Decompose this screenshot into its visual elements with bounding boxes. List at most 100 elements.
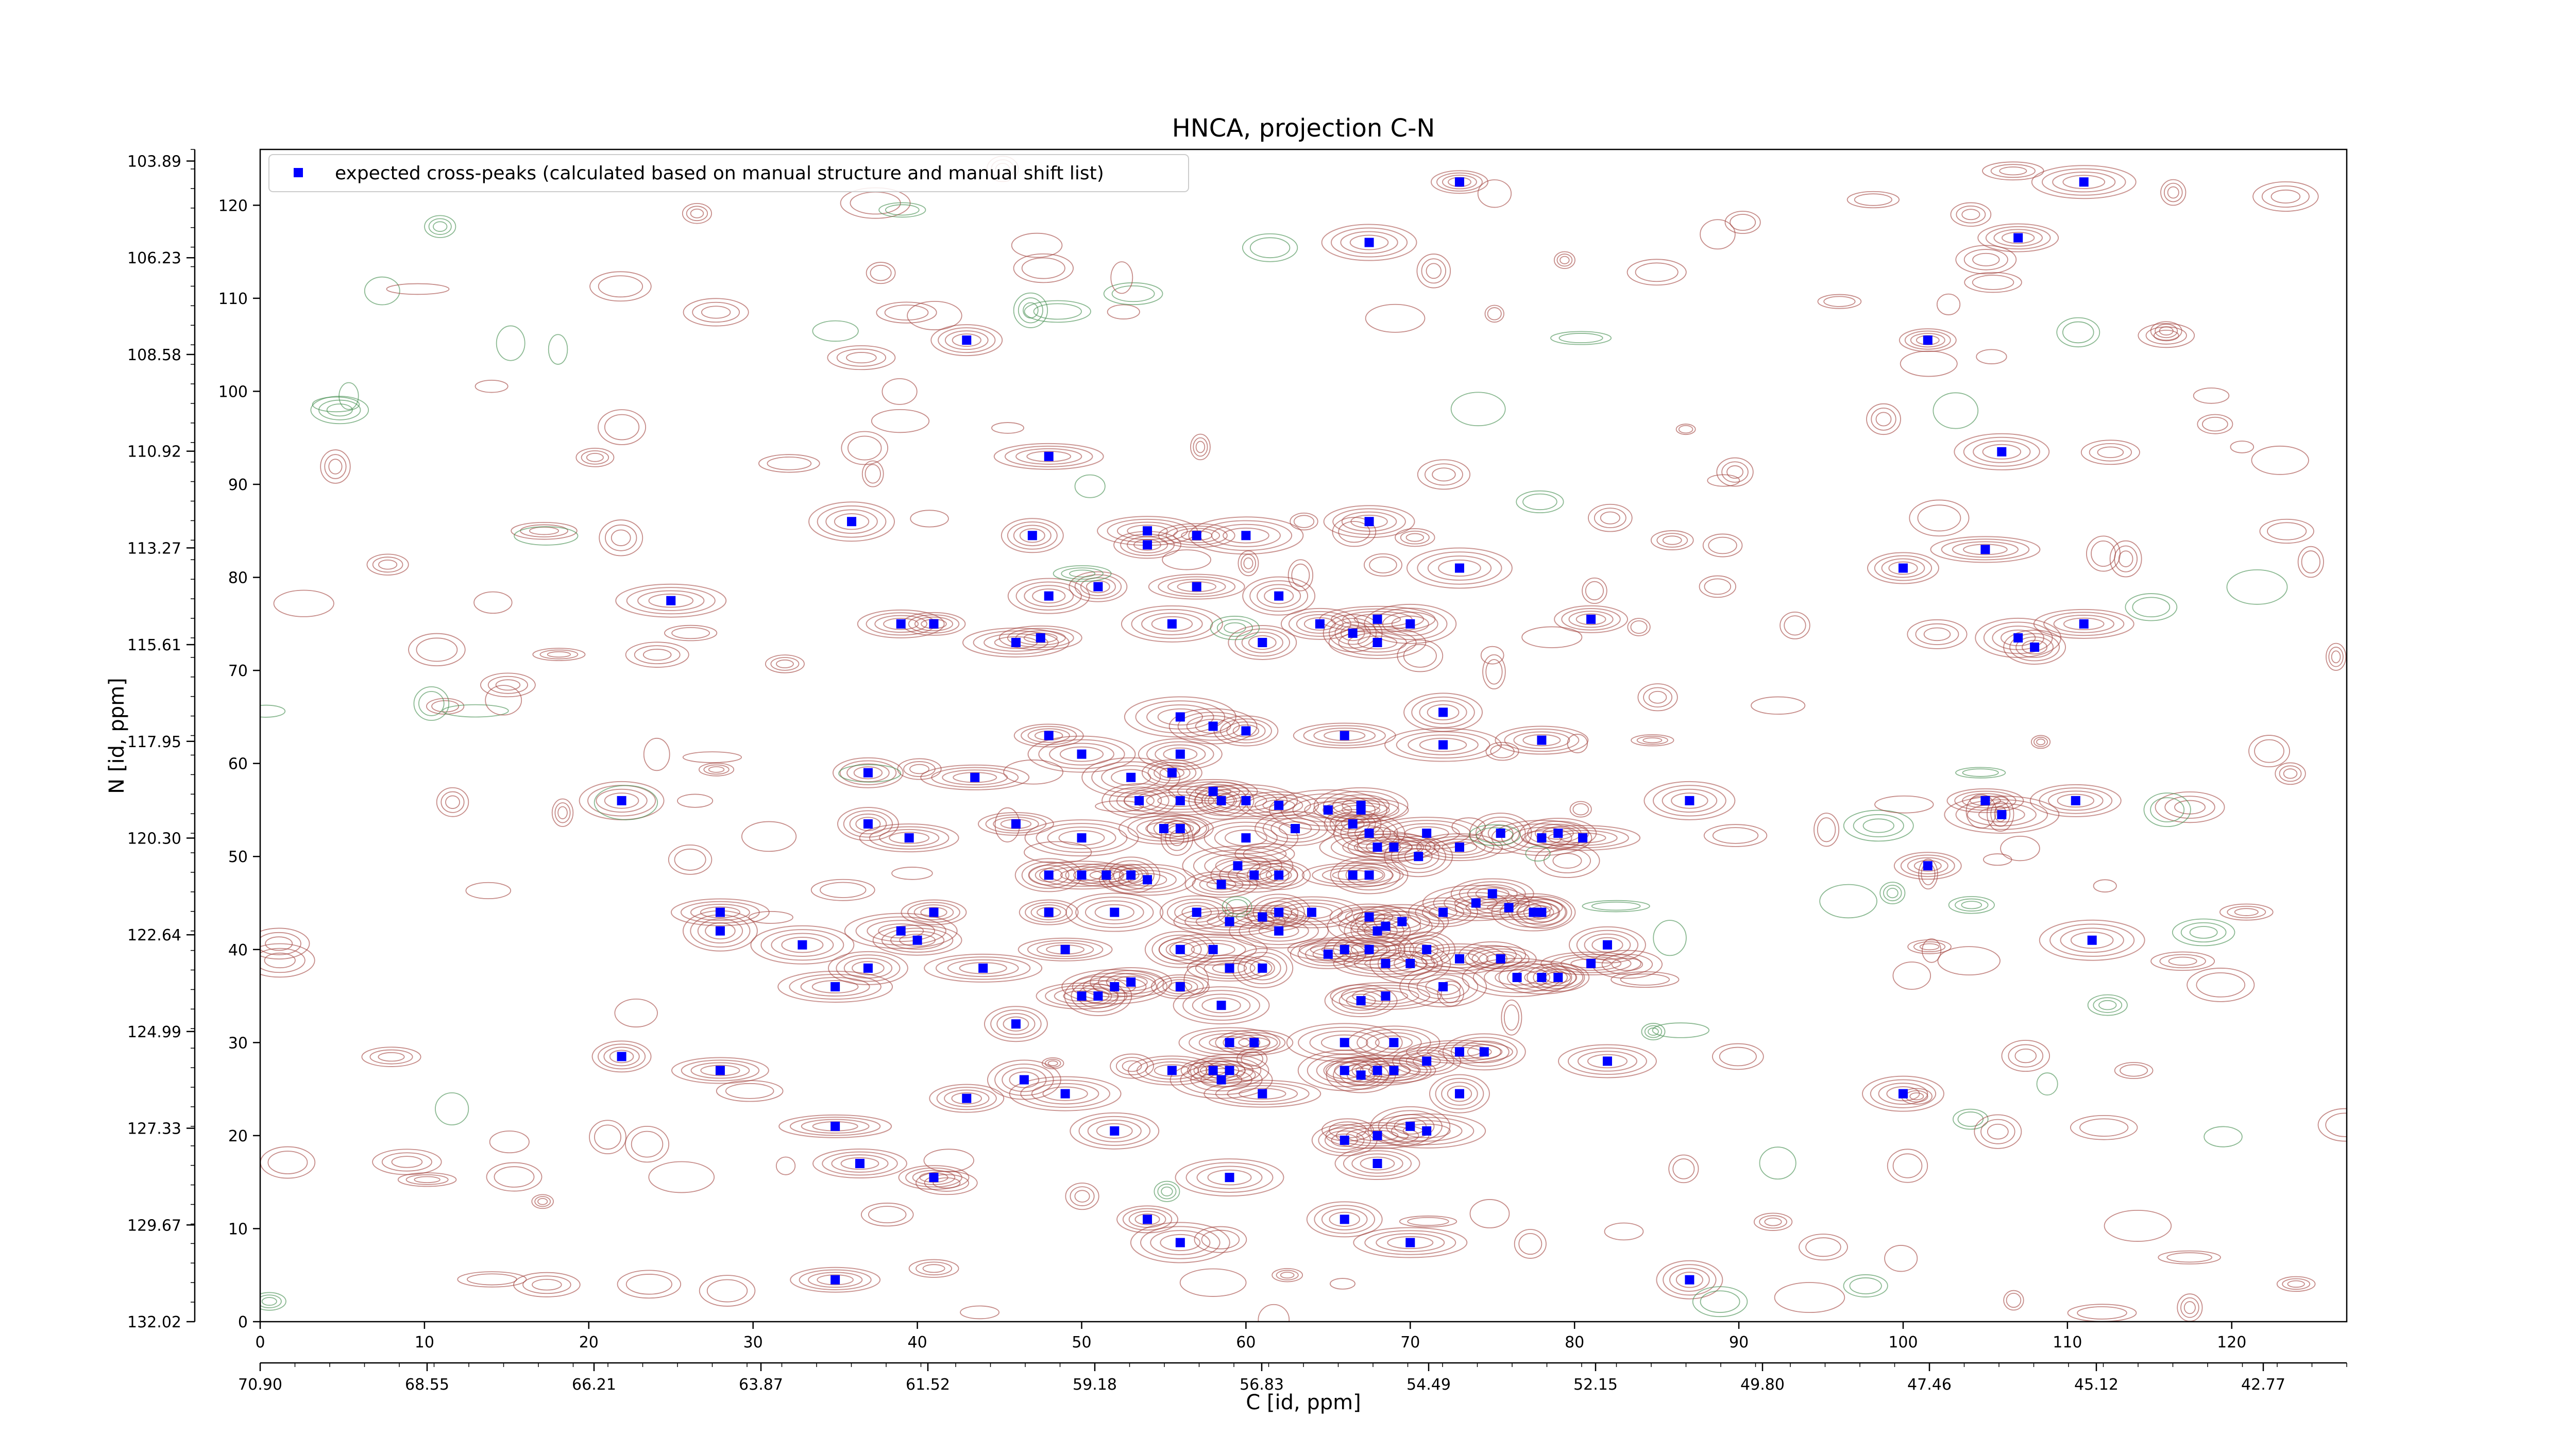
cross-peak-point [1077,991,1087,1001]
positive-contour [1115,1057,1148,1075]
positive-contour [870,264,892,281]
contour-ring [1363,990,1409,1002]
contour-ring [1215,1082,1310,1105]
positive-contour [1721,461,1749,483]
negative-contour [2143,792,2191,828]
cross-peak-point [1110,1126,1120,1136]
contour-ring [936,1087,997,1110]
cross-peak-point [896,926,906,936]
cross-peak-point [1208,944,1218,954]
x-tick-label: 110 [2053,1334,2082,1352]
contour-ring [1475,816,1526,850]
positive-contour [1982,853,2012,866]
contour-ring [1941,538,2030,561]
positive-contour [1426,263,1442,279]
cross-peak-point [1241,726,1251,736]
positive-contour [1501,999,1522,1036]
positive-contour [586,453,604,462]
positive-contour [1627,618,1651,636]
contour-ring [1118,870,1177,890]
cross-peak-point [1192,907,1201,917]
contour-ring [1408,970,1479,1004]
cross-peak-point [1060,944,1070,954]
cross-peak-point [962,1093,972,1103]
contour-ring [1182,990,1260,1021]
contour-ring [1391,615,1429,633]
positive-contour [2328,647,2344,667]
positive-contour [513,1272,581,1297]
contour-ring [1550,954,1632,973]
secondary-y-tick-label: 106.23 [127,249,181,267]
x-tick-label: 90 [1729,1334,1749,1352]
contour-ring [1467,1044,1501,1060]
positive-contour [1258,1304,1290,1322]
cross-peak-point [1364,912,1374,922]
contour-ring [1376,1233,1445,1252]
contour-ring [1009,1076,1122,1111]
contour-ring [603,1047,640,1067]
contour-ring [1246,794,1311,817]
contour-ring [1436,172,1483,192]
secondary-y-tick-label: 132.02 [127,1313,181,1331]
negative-contour [1476,827,1514,843]
y-tick-label: 30 [228,1034,248,1052]
contour-ring [1118,813,1209,845]
contour-ring [1886,1086,1920,1102]
cross-peak-point [1258,637,1267,647]
positive-contour [1976,349,2007,364]
cross-peak-point [1093,991,1103,1001]
positive-contour [1195,441,1206,453]
contour-ring [1249,580,1309,612]
cross-peak-point [617,796,626,805]
legend-entry-label: expected cross-peaks (calculated based o… [335,163,1104,184]
positive-contour [547,651,571,658]
positive-contour [1708,536,1737,554]
contour-ring [1232,724,1260,738]
contour-ring [1427,1044,1492,1059]
positive-contour [1417,459,1471,490]
positive-contour [1594,508,1626,529]
cross-peak-point [1405,1121,1415,1131]
positive-contour [1726,465,1743,479]
contour-ring [1499,897,1568,928]
contour-ring [1036,906,1061,918]
contour-ring [1259,901,1299,924]
positive-contour [1909,499,1970,537]
contour-ring [1258,923,1299,938]
positive-contour [692,301,740,323]
positive-contour [770,657,800,671]
cross-peak-point [1274,907,1284,917]
contour-ring [1365,1032,1422,1053]
positive-contour [2008,1044,2044,1068]
contour-ring [1334,1058,1421,1083]
contour-ring [1568,611,1614,628]
cross-peak-point [1438,982,1448,991]
cross-peak-point [1397,917,1407,926]
contour-ring [1360,1156,1395,1171]
contour-ring [1338,629,1417,656]
contour-ring [1091,761,1171,794]
contour-ring [1121,605,1223,643]
contour-ring [1109,786,1170,815]
cross-peak-point [1980,796,1990,805]
y-tick-label: 90 [228,476,248,494]
negative-contour [1957,1111,1984,1127]
contour-ring [637,590,705,611]
negative-contour [812,320,859,342]
contour-ring [867,920,936,942]
positive-contour [1518,1233,1543,1255]
negative-contour [1550,331,1612,345]
contour-ring [1340,818,1398,849]
cross-peak-point [1381,921,1391,931]
positive-contour [260,948,306,973]
contour-ring [1399,966,1487,1007]
positive-contour [1272,1268,1303,1283]
contour-ring [1955,799,2048,830]
cross-peak-point [855,1159,865,1169]
contour-ring [1861,1075,1944,1112]
contour-ring [952,333,981,347]
negative-contour [1692,1286,1748,1318]
cross-peak-point [1340,1214,1349,1224]
cross-peak-point [1454,1089,1464,1099]
contour-ring [671,1057,769,1084]
